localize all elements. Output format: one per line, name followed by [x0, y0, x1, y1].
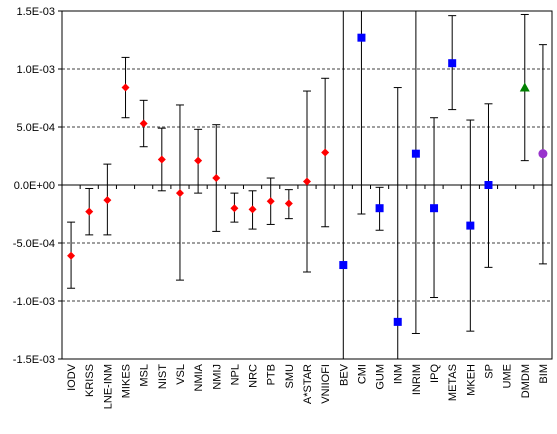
x-tick-label: VNIIOFI: [320, 364, 332, 404]
x-tick-label: DMDM: [520, 364, 532, 398]
data-point-nmia: [194, 156, 203, 165]
y-tick-label: 5.0E-04: [16, 122, 55, 134]
data-point-a-star: [303, 177, 311, 186]
data-point-nist: [157, 155, 166, 164]
x-tick-label: CMI: [356, 364, 368, 384]
y-tick-label: -5.0E-04: [13, 238, 55, 250]
data-point-nrc: [248, 205, 257, 214]
x-tick-label: BEV: [338, 363, 350, 386]
data-point-inrim: [411, 149, 420, 158]
x-tick-label: GUM: [375, 364, 387, 390]
x-tick-label: INM: [393, 364, 405, 384]
y-tick-label: 1.5E-03: [16, 6, 55, 18]
x-tick-label: A*STAR: [302, 364, 314, 404]
data-point-inm: [393, 317, 402, 326]
x-tick-label: VSL: [175, 364, 187, 385]
x-tick-label: KRISS: [84, 364, 96, 397]
data-point-lne-inm: [103, 196, 112, 205]
data-point-msl: [139, 119, 148, 128]
data-point-dmdm: [519, 82, 530, 92]
x-tick-label: IPQ: [429, 364, 441, 383]
y-tick-label: -1.5E-03: [13, 354, 55, 366]
x-tick-label: MSL: [139, 364, 151, 387]
x-tick-label: INRIM: [411, 364, 423, 395]
x-tick-label: NPL: [229, 364, 241, 385]
data-point-mikes: [121, 83, 130, 92]
x-tick-label: METAS: [447, 364, 459, 401]
data-point-kriss: [85, 207, 94, 216]
axes: [58, 10, 553, 360]
data-point-vsl: [175, 189, 184, 198]
data-point-smu: [284, 199, 293, 208]
y-tick-labels: 1.5E-03 1.0E-03 5.0E-04 0.0E+00 -5.0E-04 -1.0…: [13, 6, 55, 366]
x-tick-label: PTB: [266, 364, 278, 385]
data-point-iodv: [67, 251, 76, 260]
data-point-npl: [230, 204, 239, 213]
data-point-ipq: [430, 204, 439, 213]
data-point-sp: [484, 181, 493, 189]
x-tick-label: MKEH: [465, 364, 477, 396]
data-point-bim: [538, 149, 548, 159]
x-tick-labels: IODV KRISS LNE-INM MIKES MSL NIST VSL NMIA NMIJ N…: [66, 363, 550, 409]
data-point-mkeh: [466, 221, 475, 230]
data-points: [67, 33, 548, 326]
x-tick-label: LNE-INM: [102, 364, 114, 409]
x-tick-label: MIKES: [121, 364, 133, 398]
x-tick-label: IODV: [66, 363, 78, 391]
x-tick-label: NIST: [157, 364, 169, 389]
plot-frame: [61, 10, 553, 360]
x-tick-label: NMIA: [193, 363, 205, 391]
x-tick-label: NRC: [248, 364, 260, 388]
data-point-bev: [339, 261, 348, 270]
data-point-vniiofi: [321, 148, 330, 157]
x-tick-label: BIM: [538, 364, 550, 384]
data-point-gum: [375, 204, 384, 213]
y-tick-label: 0.0E+00: [14, 180, 55, 192]
y-tick-label: 1.0E-03: [16, 64, 55, 76]
data-point-nmij: [212, 174, 221, 183]
y-tick-label: -1.0E-03: [13, 296, 55, 308]
data-point-cmi: [357, 33, 366, 42]
x-tick-label: SP: [483, 364, 495, 379]
x-tick-label: NMIJ: [211, 364, 223, 390]
x-tick-label: SMU: [284, 364, 296, 389]
data-point-ptb: [266, 197, 275, 206]
x-tick-label: UME: [502, 364, 514, 388]
data-point-metas: [448, 59, 457, 68]
